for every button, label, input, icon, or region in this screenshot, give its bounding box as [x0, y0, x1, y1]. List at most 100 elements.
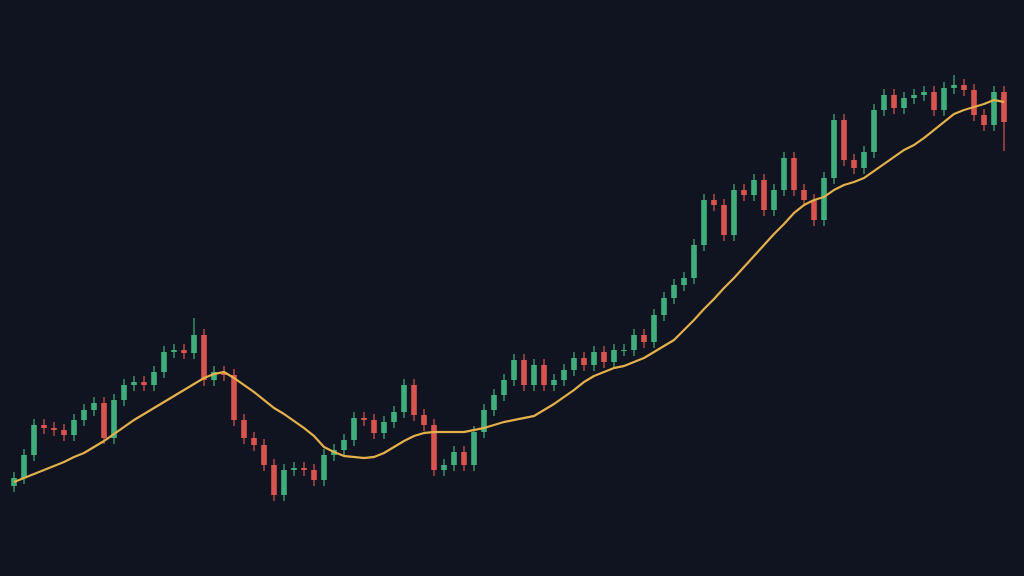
candle-body	[81, 410, 87, 420]
candle-body	[341, 440, 347, 450]
candle-body	[821, 178, 827, 220]
candle-body	[831, 120, 837, 178]
candle-body	[51, 428, 57, 430]
candle-body	[931, 92, 937, 110]
candle-body	[631, 335, 637, 350]
candle-body	[281, 470, 287, 495]
candle-body	[731, 190, 737, 235]
candle-body	[661, 298, 667, 315]
candle-body	[871, 110, 877, 152]
candle-body	[581, 358, 587, 365]
candle-body	[841, 120, 847, 160]
candle-body	[921, 92, 927, 95]
candle-body	[91, 403, 97, 410]
candle-body	[951, 85, 957, 88]
candle-body	[241, 420, 247, 438]
candle-body	[371, 420, 377, 433]
candle-body	[471, 432, 477, 465]
candle-body	[891, 95, 897, 108]
candle-body	[211, 372, 217, 380]
candle-body	[941, 88, 947, 110]
candle-body	[791, 158, 797, 190]
candle-body	[601, 352, 607, 362]
candle-body	[591, 352, 597, 365]
candle-body	[781, 158, 787, 190]
candle-body	[1001, 92, 1007, 122]
candle-body	[61, 430, 67, 435]
candle-body	[991, 92, 997, 125]
candle-body	[251, 438, 257, 445]
candle-body	[421, 415, 427, 425]
candle-body	[811, 200, 817, 220]
candle-body	[111, 400, 117, 438]
candle-body	[521, 360, 527, 385]
candle-body	[31, 425, 37, 455]
candle-body	[301, 468, 307, 470]
candle-body	[151, 372, 157, 385]
candle-body	[181, 350, 187, 353]
candle-body	[441, 465, 447, 470]
candle-body	[691, 245, 697, 278]
candle-body	[741, 190, 747, 195]
candle-body	[681, 278, 687, 285]
candle-body	[131, 382, 137, 385]
candle-body	[221, 372, 227, 375]
candle-body	[981, 115, 987, 125]
candle-body	[21, 455, 27, 478]
candle-body	[361, 418, 367, 420]
candle-body	[171, 350, 177, 352]
candle-body	[381, 422, 387, 433]
candle-body	[411, 385, 417, 415]
candle-body	[971, 90, 977, 115]
candle-body	[561, 370, 567, 380]
candle-body	[351, 418, 357, 440]
candle-body	[671, 285, 677, 298]
candle-body	[261, 445, 267, 465]
candle-body	[531, 365, 537, 385]
candle-body	[311, 470, 317, 480]
candle-body	[391, 412, 397, 422]
candle-body	[291, 468, 297, 470]
candle-body	[701, 200, 707, 245]
candle-body	[881, 95, 887, 110]
candle-body	[721, 205, 727, 235]
candle-body	[611, 350, 617, 362]
candle-body	[961, 85, 967, 90]
candle-body	[41, 425, 47, 428]
moving-average-line	[13, 98, 1005, 484]
candle-body	[801, 190, 807, 200]
candle-body	[71, 420, 77, 435]
candle-body	[851, 160, 857, 168]
candle-body	[501, 380, 507, 395]
candle-body	[761, 180, 767, 210]
candle-body	[141, 382, 147, 385]
candle-body	[711, 200, 717, 205]
candle-body	[161, 352, 167, 372]
candle-body	[621, 350, 627, 351]
candle-body	[321, 455, 327, 480]
candle-body	[571, 358, 577, 370]
candle-body	[121, 385, 127, 400]
candle-body	[651, 315, 657, 342]
candle-body	[901, 98, 907, 108]
candle-body	[771, 190, 777, 210]
candle-body	[271, 465, 277, 495]
candle-body	[201, 335, 207, 380]
candle-body	[861, 152, 867, 168]
candle-body	[191, 335, 197, 353]
candle-body	[751, 180, 757, 195]
candle-body	[541, 365, 547, 385]
candle-body	[511, 360, 517, 380]
candle-body	[101, 403, 107, 438]
candle-body	[451, 452, 457, 465]
candle-body	[401, 385, 407, 412]
candle-body	[231, 375, 237, 420]
candle-body	[551, 380, 557, 385]
candle-body	[481, 410, 487, 432]
candle-body	[641, 335, 647, 342]
candle-body	[461, 452, 467, 465]
candle-body	[911, 95, 917, 98]
candle-body	[431, 425, 437, 470]
